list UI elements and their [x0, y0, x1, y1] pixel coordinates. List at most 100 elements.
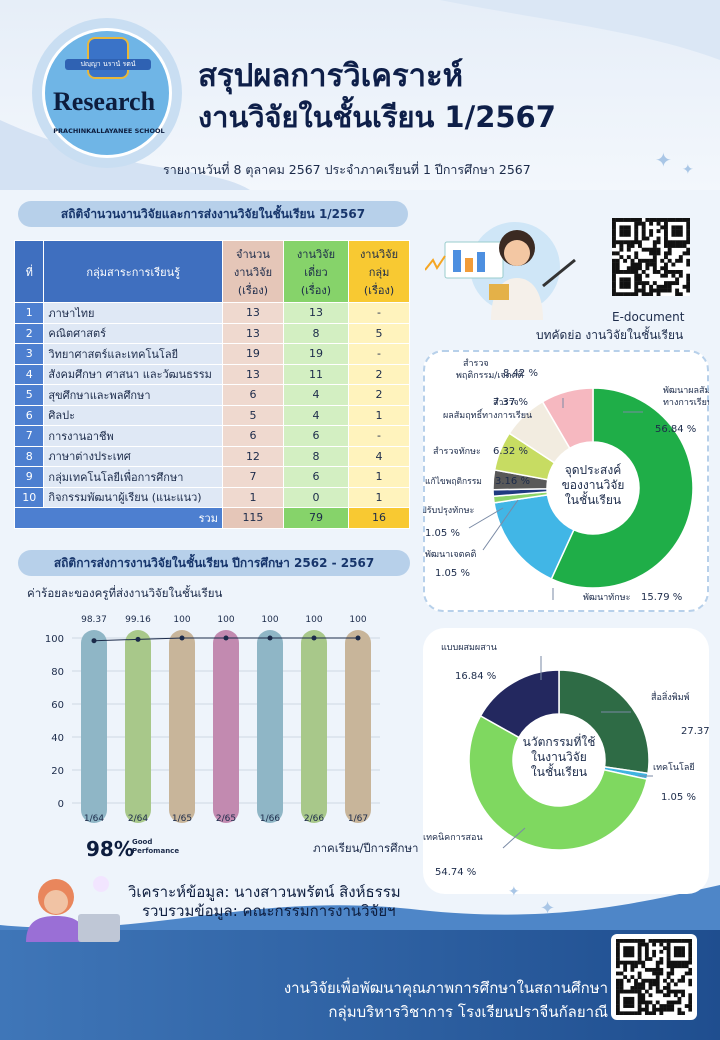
x-tick-label: 2/64: [128, 814, 148, 824]
footer-line-1: งานวิจัยเพื่อพัฒนาคุณภาพการศึกษาในสถานศึ…: [283, 979, 608, 997]
cell-pair: -: [348, 425, 410, 447]
footer-qr-code-icon[interactable]: [616, 939, 692, 1015]
qr-code-icon[interactable]: [612, 218, 690, 296]
logo-school-name: PRACHINKALLAYANEE SCHOOL: [53, 127, 165, 135]
donut-slice: [468, 714, 648, 851]
credit-collector: รวบรวมข้อมูล: คณะกรรมการงานวิจัยฯ: [142, 902, 396, 920]
cell-single: 8: [282, 445, 350, 467]
cell-pair: 5: [348, 322, 410, 344]
cell-group: ศิลปะ: [43, 404, 223, 426]
sparkle-icon: ✦: [540, 898, 556, 919]
series-column: [345, 630, 371, 823]
data-point: [223, 635, 229, 641]
footer-line-2: กลุ่มบริหารวิชาการ โรงเรียนปราจีนกัลยาณี: [328, 1003, 608, 1021]
slice-value: 27.37 %: [681, 726, 709, 737]
col-total-header: จำนวน งานวิจัย (เรื่อง): [221, 240, 284, 303]
table-row: 1 ภาษาไทย 13 13-: [13, 302, 410, 324]
cell-single: 11: [282, 363, 350, 385]
slice-name: พฤติกรรม/เจตคติ: [456, 370, 524, 381]
cell-group: วิทยาศาสตร์และเทคโนโลยี: [43, 343, 223, 365]
teacher-illustration-figure: [425, 230, 576, 320]
cell-pair: 1: [348, 486, 410, 508]
cell-group: กิจกรรมพัฒนาผู้เรียน (แนะแนว): [43, 486, 223, 508]
purpose-donut-chart: จุดประสงค์ของงานวิจัยในชั้นเรียน พัฒนาผลส…: [423, 358, 709, 603]
slice-name: พัฒนาทักษะ: [583, 593, 631, 603]
series-column: [81, 630, 107, 823]
sum-single: 79: [282, 507, 350, 529]
data-label: 100: [173, 615, 190, 625]
cell-group: ภาษาไทย: [43, 302, 223, 324]
slice-name: ผลสัมฤทธิ์ทางการเรียน: [443, 408, 532, 421]
cell-group: ภาษาต่างประเทศ: [43, 445, 223, 467]
cell-single: 13: [282, 302, 350, 324]
table-row: 8 ภาษาต่างประเทศ 12 8 4: [13, 445, 410, 467]
cell-no: 7: [13, 425, 45, 447]
slice-name: ทางการเรียน: [663, 397, 709, 408]
cell-no: 2: [13, 322, 45, 344]
slice-value: 8.42 %: [503, 368, 538, 379]
donut-center-title: ของงานวิจัย: [562, 478, 625, 492]
slice-value: 16.84 %: [455, 671, 496, 682]
slice-name: สื่อสิ่งพิมพ์: [651, 690, 690, 703]
x-tick-label: 2/65: [216, 814, 236, 824]
cell-single: 19: [282, 343, 350, 365]
sparkle-icon: ✦: [682, 162, 694, 178]
slice-name: แก้ไขพฤติกรรม: [425, 476, 482, 487]
slice-value: 7.37 %: [493, 397, 528, 408]
col-group-header: กลุ่มสาระการเรียนรู้: [43, 240, 223, 303]
slice-value: 1.05 %: [661, 792, 696, 803]
page-title: สรุปผลการวิเคราะห์: [198, 58, 464, 94]
data-label: 98.37: [81, 615, 107, 625]
slice-name: แบบผสมผสาน: [441, 643, 497, 653]
series-column: [301, 630, 327, 823]
page-subtitle: งานวิจัยในชั้นเรียน 1/2567: [198, 100, 556, 134]
slice-name: สำรวจ: [493, 397, 519, 408]
cell-group: คณิตศาสตร์: [43, 322, 223, 344]
sum-pair: 16: [348, 507, 410, 529]
x-tick-label: 1/65: [172, 814, 192, 824]
cell-group: กลุ่มเทคโนโลยีเพื่อการศึกษา: [43, 466, 223, 488]
innovation-donut-chart: นวัตกรรมที่ใช้ในงานวิจัยในชั้นเรียน สื่อส…: [423, 643, 709, 878]
table-row: 2 คณิตศาสตร์ 13 8 5: [13, 322, 410, 344]
cell-group: สุขศึกษาและพลศึกษา: [43, 384, 223, 406]
y-tick-label: 40: [51, 733, 64, 744]
col-no-header: ที่: [13, 240, 45, 303]
table-row: 9 กลุ่มเทคโนโลยีเพื่อการศึกษา 7 6 1: [13, 466, 410, 488]
cell-pair: 1: [348, 404, 410, 426]
cell-pair: -: [348, 343, 410, 365]
data-point: [135, 636, 141, 642]
donut-center-title: ในชั้นเรียน: [531, 763, 587, 779]
data-label: 100: [217, 615, 234, 625]
y-tick-label: 100: [45, 634, 64, 645]
report-date: รายงานวันที่ 8 ตุลาคม 2567 ประจำภาคเรียน…: [163, 162, 531, 177]
logo-word: Research: [53, 87, 156, 116]
y-tick-label: 60: [51, 700, 64, 711]
slice-name: ปรับปรุงทักษะ: [423, 506, 475, 516]
footer-background: [0, 930, 720, 1040]
slice-name: พัฒนาผลสัมฤทธิ์: [663, 383, 709, 396]
slice-name: สำรวจทักษะ: [433, 446, 481, 457]
cell-total: 1: [221, 486, 284, 508]
y-tick-label: 0: [58, 799, 64, 810]
x-tick-label: 1/66: [260, 814, 280, 824]
cell-total: 6: [221, 384, 284, 406]
cell-group: สังคมศึกษา ศาสนา และวัฒนธรรม: [43, 363, 223, 385]
logo: ปญฺญา นรานํ รตนํ Research PRACHINKALLAYA…: [42, 28, 172, 158]
data-point: [355, 635, 361, 641]
cell-no: 9: [13, 466, 45, 488]
submission-line-chart: 0 20 40 60 80 100 1/64 98.37 2/64 99.16 1/65 100 2/6…: [45, 615, 380, 824]
donut-center-title: จุดประสงค์: [565, 463, 622, 478]
donut-slice: [541, 387, 594, 450]
table-row: 3 วิทยาศาสตร์และเทคโนโลยี 19 19-: [13, 343, 410, 365]
slice-value: 1.05 %: [425, 528, 460, 539]
line-chart-xlabel: ภาคเรียน/ปีการศึกษา: [313, 841, 419, 855]
cell-total: 12: [221, 445, 284, 467]
table-row: 7 การงานอาชีพ 6 6-: [13, 425, 410, 447]
cell-no: 10: [13, 486, 45, 508]
sum-label: รวม: [14, 507, 223, 529]
leader-line: [468, 507, 504, 529]
series-column: [125, 630, 151, 823]
cell-no: 8: [13, 445, 45, 467]
col-single-header: งานวิจัย เดี่ยว (เรื่อง): [282, 240, 350, 303]
data-point: [91, 638, 97, 644]
